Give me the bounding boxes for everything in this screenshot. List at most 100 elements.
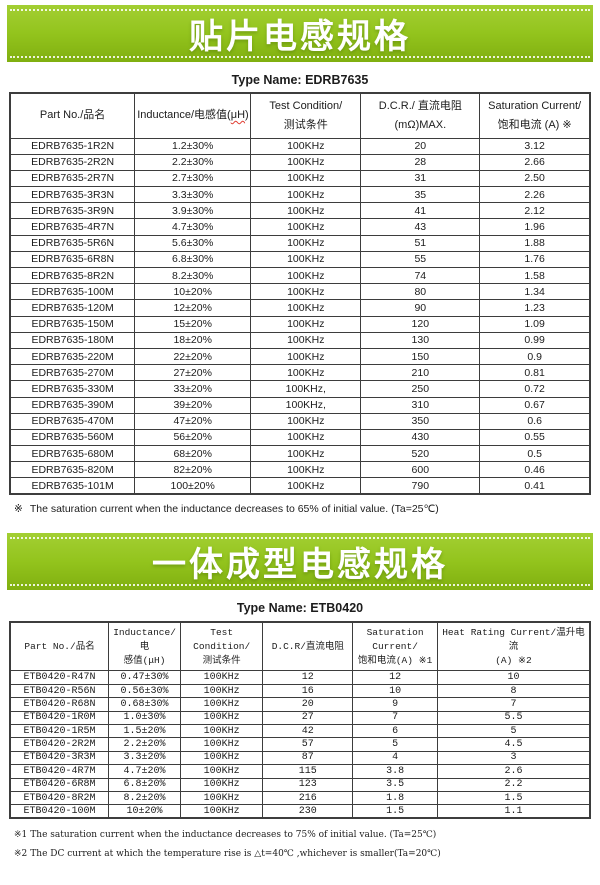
table-row: EDRB7635-1R2N 1.2±30% 100KHz 20 3.12: [9, 137, 591, 155]
table-cell: 57: [262, 737, 354, 752]
table-row: EDRB7635-6R8N 6.8±30% 100KHz 55 1.76: [9, 250, 591, 269]
table-row: EDRB7635-180M 18±20% 100KHz 130 0.99: [9, 331, 591, 349]
column-header-saturation-current: Saturation Current/ 饱和电流 (A) ※: [479, 92, 591, 139]
table-cell: EDRB7635-2R7N: [9, 169, 136, 188]
table-cell: 27±20%: [134, 364, 252, 382]
table-cell: 56±20%: [134, 428, 252, 447]
table-cell: 100KHz: [250, 283, 362, 301]
table-cell: 100KHz: [250, 234, 362, 252]
table-cell: 4: [352, 750, 438, 766]
table-cell: 4.5: [436, 737, 591, 752]
table-cell: EDRB7635-560M: [9, 428, 136, 447]
table-cell: 100KHz: [179, 777, 264, 792]
table-row: EDRB7635-820M 82±20% 100KHz 600 0.46: [9, 461, 591, 479]
table-row: ETB0420-8R2M 8.2±20% 100KHz 216 1.8 1.5: [9, 790, 591, 806]
section1-title: 贴片电感规格: [189, 18, 411, 56]
table-cell: 28: [360, 153, 481, 171]
table-cell: 100±20%: [134, 477, 252, 495]
table-cell: 0.41: [479, 477, 591, 495]
table-cell: 250: [360, 380, 481, 398]
table-header-row: Part No./品名 Inductance/电 感值(μH) Test Con…: [9, 621, 591, 672]
table-row: EDRB7635-3R3N 3.3±30% 100KHz 35 2.26: [9, 186, 591, 204]
table-cell: 0.56±30%: [108, 683, 181, 699]
table-cell: EDRB7635-270M: [9, 364, 136, 382]
table-cell: 100KHz: [250, 461, 362, 479]
table-cell: 100KHz: [250, 347, 362, 366]
table-cell: 123: [262, 777, 354, 792]
table-cell: 9: [352, 697, 438, 712]
table-cell: 100KHz: [250, 186, 362, 204]
table-cell: 39±20%: [134, 396, 252, 414]
table-cell: 310: [360, 396, 481, 414]
table-cell: 5.5: [436, 710, 591, 725]
table-cell: EDRB7635-470M: [9, 412, 136, 430]
table-cell: ETB0420-6R8M: [9, 777, 110, 792]
table-cell: 115: [262, 764, 354, 779]
table-cell: 1.88: [479, 234, 591, 252]
table-cell: 120: [360, 315, 481, 333]
table-cell: EDRB7635-220M: [9, 347, 136, 366]
table-cell: ETB0420-100M: [9, 804, 110, 819]
table-cell: 216: [262, 790, 354, 806]
table-row: EDRB7635-330M 33±20% 100KHz, 250 0.72: [9, 380, 591, 398]
table-row: EDRB7635-8R2N 8.2±30% 100KHz 74 1.58: [9, 266, 591, 285]
table-cell: 5: [436, 723, 591, 739]
table-row: ETB0420-100M 10±20% 100KHz 230 1.5 1.1: [9, 804, 591, 819]
table-cell: 100KHz: [250, 169, 362, 188]
footnote-text: The DC current at which the temperature …: [30, 849, 441, 860]
table-cell: 6.8±30%: [134, 250, 252, 269]
table-cell: EDRB7635-100M: [9, 283, 136, 301]
table-row: EDRB7635-4R7N 4.7±30% 100KHz 43 1.96: [9, 218, 591, 236]
column-header-dcr: D.C.R/直流电阻: [262, 621, 354, 672]
table-cell: 2.50: [479, 169, 591, 188]
table-cell: EDRB7635-120M: [9, 299, 136, 317]
table-cell: 2.2±20%: [108, 737, 181, 752]
table-cell: 8.2±20%: [108, 790, 181, 806]
table-cell: 0.9: [479, 347, 591, 366]
table-cell: EDRB7635-390M: [9, 396, 136, 414]
table-cell: 10±20%: [134, 283, 252, 301]
table-row: EDRB7635-270M 27±20% 100KHz 210 0.81: [9, 364, 591, 382]
table-cell: 82±20%: [134, 461, 252, 479]
table-cell: 7: [352, 710, 438, 725]
table-cell: EDRB7635-1R2N: [9, 137, 136, 155]
table-cell: 10: [352, 683, 438, 699]
table-cell: 3.3±20%: [108, 750, 181, 766]
table-cell: 3.8: [352, 764, 438, 779]
table-row: EDRB7635-470M 47±20% 100KHz 350 0.6: [9, 412, 591, 430]
table-cell: EDRB7635-150M: [9, 315, 136, 333]
table-cell: 20: [360, 137, 481, 155]
table-row: ETB0420-R56N 0.56±30% 100KHz 16 10 8: [9, 683, 591, 699]
table-cell: EDRB7635-5R6N: [9, 234, 136, 252]
table-cell: 0.68±30%: [108, 697, 181, 712]
table-cell: 100KHz: [250, 331, 362, 349]
table-cell: EDRB7635-680M: [9, 445, 136, 463]
table-cell: 100KHz: [250, 137, 362, 155]
table-cell: 41: [360, 202, 481, 220]
table-cell: 10±20%: [108, 804, 181, 819]
section1-footnote: ※ The saturation current when the inducta…: [14, 503, 586, 515]
table-cell: ETB0420-2R2M: [9, 737, 110, 752]
table-cell: 4.7±20%: [108, 764, 181, 779]
table-cell: 47±20%: [134, 412, 252, 430]
footnote-2: ※2 The DC current at which the temperatur…: [14, 845, 586, 864]
table-cell: 1.96: [479, 218, 591, 236]
table-cell: 55: [360, 250, 481, 269]
table-cell: 1.34: [479, 283, 591, 301]
table-cell: 2.6: [436, 764, 591, 779]
table-row: ETB0420-4R7M 4.7±20% 100KHz 115 3.8 2.6: [9, 764, 591, 779]
table-row: ETB0420-1R5M 1.5±20% 100KHz 42 6 5: [9, 723, 591, 739]
table-cell: 100KHz: [179, 697, 264, 712]
table-cell: 16: [262, 683, 354, 699]
section1-type-name: Type Name: EDRB7635: [231, 73, 369, 87]
section1-banner: 贴片电感规格: [7, 5, 593, 62]
table-cell: 1.09: [479, 315, 591, 333]
table-cell: 130: [360, 331, 481, 349]
table-cell: 12: [352, 670, 438, 685]
table-cell: 3.12: [479, 137, 591, 155]
table-cell: 2.7±30%: [134, 169, 252, 188]
table-cell: 87: [262, 750, 354, 766]
column-header-test-condition: Test Condition/ 测试条件: [250, 92, 362, 139]
table-cell: 33±20%: [134, 380, 252, 398]
table-cell: ETB0420-R68N: [9, 697, 110, 712]
